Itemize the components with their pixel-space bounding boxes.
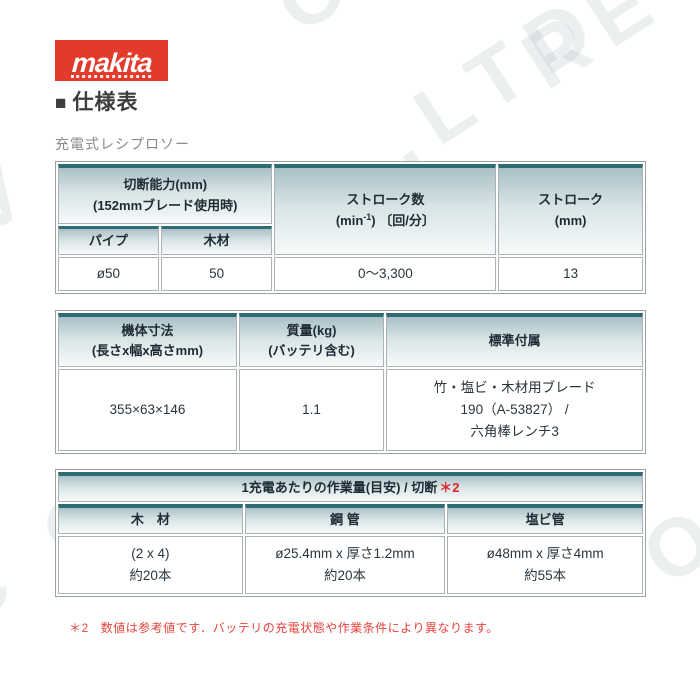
stroke-header-line2: (mm) [554, 212, 587, 228]
weight-header-line1: 質量(kg) [286, 322, 337, 338]
dimensions-header-line1: 機体寸法 [121, 322, 174, 338]
square-bullet-icon: ■ [55, 93, 68, 114]
section-heading: ■ 仕様表 [55, 91, 646, 116]
work-table-title-note: ＊2 [439, 479, 460, 495]
spec-table-work-per-charge: 1充電あたりの作業量(目安) / 切断 ＊2 木 材 鋼 管 塩ビ管 (2 x 4… [55, 468, 646, 597]
spec-table-body: 機体寸法 (長さx幅x高さmm) 質量(kg) (バッテリ含む) 標準付属 35… [55, 309, 646, 454]
work-steel-value: ø25.4mm x 厚さ1.2mm 約20本 [244, 535, 446, 594]
pipe-header: パイプ [58, 226, 159, 255]
cutting-capacity-header-line2: (152mmブレード使用時) [93, 197, 238, 213]
accessories-value: 竹・塩ビ・木材用ブレード 190（A-53827） / 六角棒レンチ3 [386, 368, 643, 451]
work-pvc-value-line2: 約55本 [524, 567, 567, 583]
work-table-title: 1充電あたりの作業量(目安) / 切断 ＊2 [58, 471, 643, 502]
dimensions-header-line2: (長さx幅x高さmm) [91, 343, 204, 359]
work-wood-value: (2 x 4) 約20本 [58, 535, 243, 594]
work-steel-value-line1: ø25.4mm x 厚さ1.2mm [275, 546, 415, 562]
stroke-header: ストローク (mm) [498, 164, 643, 255]
work-pvc-value-line1: ø48mm x 厚さ4mm [486, 546, 604, 562]
work-pvc-pipe-header: 塩ビ管 [447, 503, 643, 534]
weight-header-line2: (バッテリ含む) [268, 343, 355, 359]
wood-value: 50 [160, 256, 273, 291]
stroke-rate-header-line2: (min-1) 〔回/分〕 [277, 210, 493, 232]
dimensions-value: 355×63×146 [58, 368, 237, 451]
work-wood-value-line1: (2 x 4) [131, 546, 170, 562]
work-table-title-text: 1充電あたりの作業量(目安) / 切断 [241, 479, 438, 495]
weight-value: 1.1 [238, 368, 385, 451]
work-pvc-value: ø48mm x 厚さ4mm 約55本 [447, 535, 643, 594]
footnote-marker: ＊2 [69, 620, 89, 635]
stroke-header-line1: ストローク [538, 192, 604, 208]
footnote-text: 数値は参考値です．バッテリの充電状態や作業条件により異なります。 [100, 620, 499, 635]
stroke-rate-header-line1: ストローク数 [346, 191, 425, 207]
accessories-value-line3: 六角棒レンチ3 [470, 423, 559, 439]
stroke-rate-unit-exponent: -1 [363, 212, 372, 223]
spec-sheet: makita ■ 仕様表 充電式レシプロソー 切断能力(mm) (152mmブレー… [55, 40, 646, 636]
cutting-capacity-header-line1: 切断能力(mm) [123, 176, 208, 192]
stroke-value: 13 [498, 256, 643, 291]
makita-logo-text: makita [70, 48, 153, 78]
work-wood-header: 木 材 [58, 503, 243, 534]
watermark-text: V [0, 136, 56, 253]
dimensions-header: 機体寸法 (長さx幅x高さmm) [58, 312, 237, 367]
work-steel-pipe-header: 鋼 管 [244, 503, 446, 534]
work-steel-value-line2: 約20本 [323, 567, 366, 583]
footnote: ＊2 数値は参考値です．バッテリの充電状態や作業条件により異なります。 [69, 619, 646, 636]
product-name: 充電式レシプロソー [55, 136, 190, 152]
stroke-rate-unit-post: ) 〔回/分〕 [371, 213, 435, 229]
stroke-rate-unit-pre: (min [335, 213, 364, 229]
accessories-value-line1: 竹・塩ビ・木材用ブレード [433, 380, 596, 396]
spec-table-cutting: 切断能力(mm) (152mmブレード使用時) ストローク数 (min-1) 〔… [55, 161, 646, 294]
section-title: 仕様表 [72, 91, 139, 114]
weight-header: 質量(kg) (バッテリ含む) [238, 312, 385, 367]
accessories-value-line2: 190（A-53827） / [460, 402, 569, 417]
makita-logo: makita [55, 40, 168, 81]
stroke-rate-value: 0～3,300 [274, 256, 497, 291]
pipe-value: ø50 [58, 256, 159, 291]
cutting-capacity-header: 切断能力(mm) (152mmブレード使用時) [58, 164, 273, 224]
accessories-header: 標準付属 [386, 312, 643, 367]
work-wood-value-line2: 約20本 [129, 567, 172, 583]
stroke-rate-header: ストローク数 (min-1) 〔回/分〕 [274, 164, 497, 255]
wood-header: 木材 [160, 226, 273, 255]
